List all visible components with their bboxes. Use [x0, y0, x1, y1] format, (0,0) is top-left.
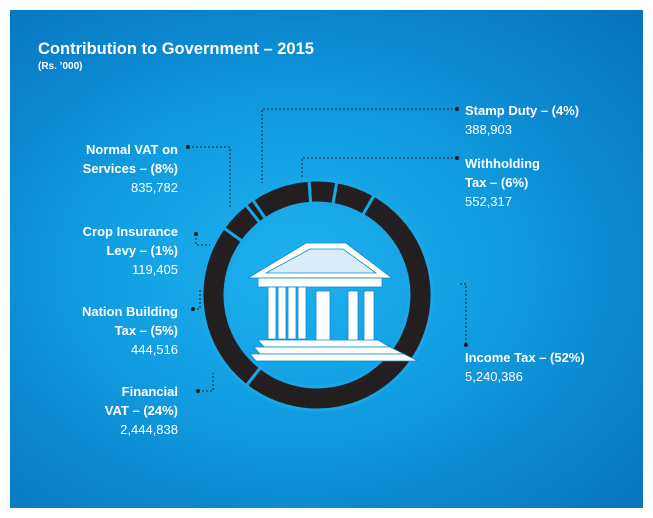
label-crop-name-1: Crop Insurance — [82, 224, 178, 239]
leader-nbt — [193, 290, 201, 310]
chart-title: Contribution to Government – 2015 — [38, 40, 314, 58]
label-normal-vat-services: Normal VAT on Services – (8%) 835,782 — [83, 140, 178, 197]
bank-building-icon — [246, 242, 419, 362]
leader-dots — [186, 107, 468, 393]
label-income-tax: Income Tax – (52%) 5,240,386 — [465, 348, 585, 386]
leader-stamp-duty — [261, 108, 457, 183]
label-income-tax-name: Income Tax – (52%) — [465, 350, 585, 365]
label-withholding-name-2: Tax – (6%) — [465, 175, 529, 190]
label-withholding-name-1: Withholding — [465, 156, 540, 171]
leader-financial-vat — [198, 373, 214, 392]
label-crop-value: 119,405 — [131, 262, 178, 277]
leader-withholding — [301, 157, 457, 178]
label-nation-building-tax: Nation Building Tax – (5%) 444,516 — [82, 302, 178, 359]
label-financial-name-2: VAT – (24%) — [104, 403, 178, 418]
label-income-tax-value: 5,240,386 — [465, 369, 523, 384]
label-vat-services-name-1: Normal VAT on — [86, 142, 178, 157]
chart-panel: Contribution to Government – 2015 (Rs. ’… — [10, 10, 643, 508]
label-vat-services-value: 835,782 — [131, 180, 178, 195]
label-withholding-value: 552,317 — [465, 194, 512, 209]
label-financial-value: 2,444,838 — [120, 422, 178, 437]
label-stamp-duty-name: Stamp Duty – (4%) — [465, 103, 580, 118]
label-financial-name-1: Financial — [121, 384, 178, 399]
leader-crop — [195, 234, 210, 246]
label-crop-name-2: Levy – (1%) — [106, 243, 178, 258]
label-nbt-name-2: Tax – (5%) — [114, 323, 178, 338]
slice-normal-vat-services — [250, 178, 313, 221]
label-crop-insurance: Crop Insurance Levy – (1%) 119,405 — [83, 222, 178, 279]
label-withholding: Withholding Tax – (6%) 552,317 — [465, 154, 540, 211]
chart-subtitle: (Rs. ’000) — [38, 61, 83, 72]
label-vat-services-name-2: Services – (8%) — [82, 161, 178, 176]
label-stamp-duty-value: 388,903 — [465, 122, 512, 137]
donut-chart — [186, 107, 468, 412]
label-nbt-name-1: Nation Building — [81, 304, 178, 319]
slice-financial-vat — [200, 225, 263, 388]
leader-vat-services — [188, 146, 231, 207]
label-stamp-duty: Stamp Duty – (4%) 388,903 — [465, 101, 579, 139]
label-financial-vat: Financial VAT – (24%) 2,444,838 — [105, 382, 178, 439]
leader-income-tax — [460, 283, 467, 345]
label-nbt-value: 444,516 — [131, 342, 178, 357]
leader-lines — [188, 108, 467, 392]
